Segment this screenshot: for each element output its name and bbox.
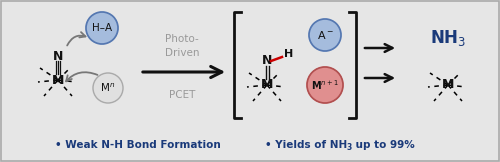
Text: H: H [284,49,294,59]
Circle shape [93,73,123,103]
Text: • Yields of NH: • Yields of NH [265,140,347,150]
FancyArrowPatch shape [67,32,86,46]
Text: M: M [52,74,64,87]
Text: N: N [53,50,63,63]
Text: A$^-$: A$^-$ [316,29,334,41]
Circle shape [307,67,343,103]
Text: M: M [261,79,273,92]
Text: PCET: PCET [169,90,195,100]
Text: 3: 3 [347,143,352,151]
Text: up to 99%: up to 99% [352,140,415,150]
Circle shape [86,12,118,44]
Circle shape [309,19,341,51]
Text: M$^n$: M$^n$ [100,82,116,94]
Text: N: N [262,54,272,68]
Text: • Weak N-H Bond Formation: • Weak N-H Bond Formation [55,140,221,150]
Text: Photo-
Driven: Photo- Driven [165,34,199,58]
FancyArrowPatch shape [66,72,98,81]
Text: M: M [442,79,454,92]
Text: M$^{n+1}$: M$^{n+1}$ [311,78,339,92]
Text: NH$_3$: NH$_3$ [430,28,466,48]
Text: H–A: H–A [92,23,112,33]
